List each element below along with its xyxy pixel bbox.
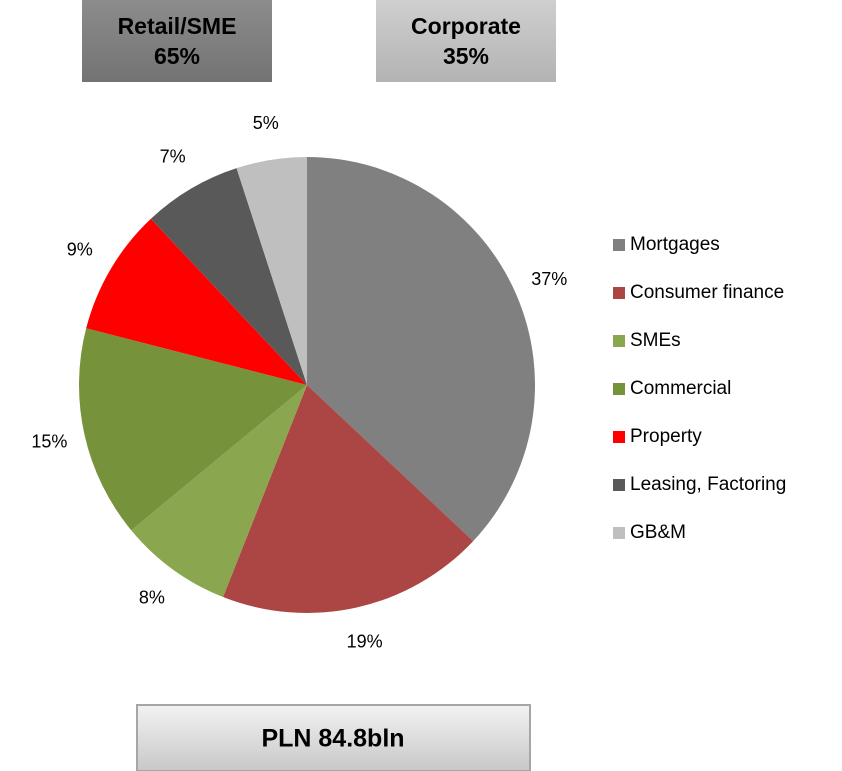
pie-slice <box>236 157 307 385</box>
legend-swatch <box>613 239 625 251</box>
data-label: 8% <box>139 587 165 607</box>
group-name: Retail/SME <box>118 13 237 39</box>
legend-swatch <box>613 335 625 347</box>
pie-slice <box>223 385 474 613</box>
data-label: 9% <box>67 239 93 259</box>
pie-slice <box>150 168 307 385</box>
data-label: 19% <box>347 631 383 651</box>
group-share: 65% <box>154 43 200 69</box>
legend-label: Mortgages <box>630 234 720 255</box>
legend-swatch <box>613 383 625 395</box>
data-label: 5% <box>253 113 279 133</box>
legend-label: Property <box>630 426 702 447</box>
group-name: Corporate <box>411 13 521 39</box>
legend-label: Consumer finance <box>630 282 784 303</box>
legend-label: Leasing, Factoring <box>630 474 786 495</box>
data-label: 15% <box>31 431 67 451</box>
legend-swatch <box>613 479 625 491</box>
data-label: 7% <box>160 147 186 167</box>
legend-label: Commercial <box>630 378 731 399</box>
pie-slice <box>78 328 307 531</box>
legend-swatch <box>613 431 625 443</box>
legend-swatch <box>613 527 625 539</box>
group-share: 35% <box>443 43 489 69</box>
pie-slice <box>307 157 535 542</box>
pie-slice <box>86 218 307 385</box>
group-box <box>82 0 272 82</box>
legend-label: GB&M <box>630 522 686 543</box>
data-label: 37% <box>531 269 567 289</box>
total-box <box>136 704 531 771</box>
total: PLN 84.8bln <box>261 725 404 753</box>
legend-swatch <box>613 287 625 299</box>
group-box <box>376 0 556 82</box>
pie-slice <box>131 385 307 597</box>
legend-label: SMEs <box>630 330 681 351</box>
